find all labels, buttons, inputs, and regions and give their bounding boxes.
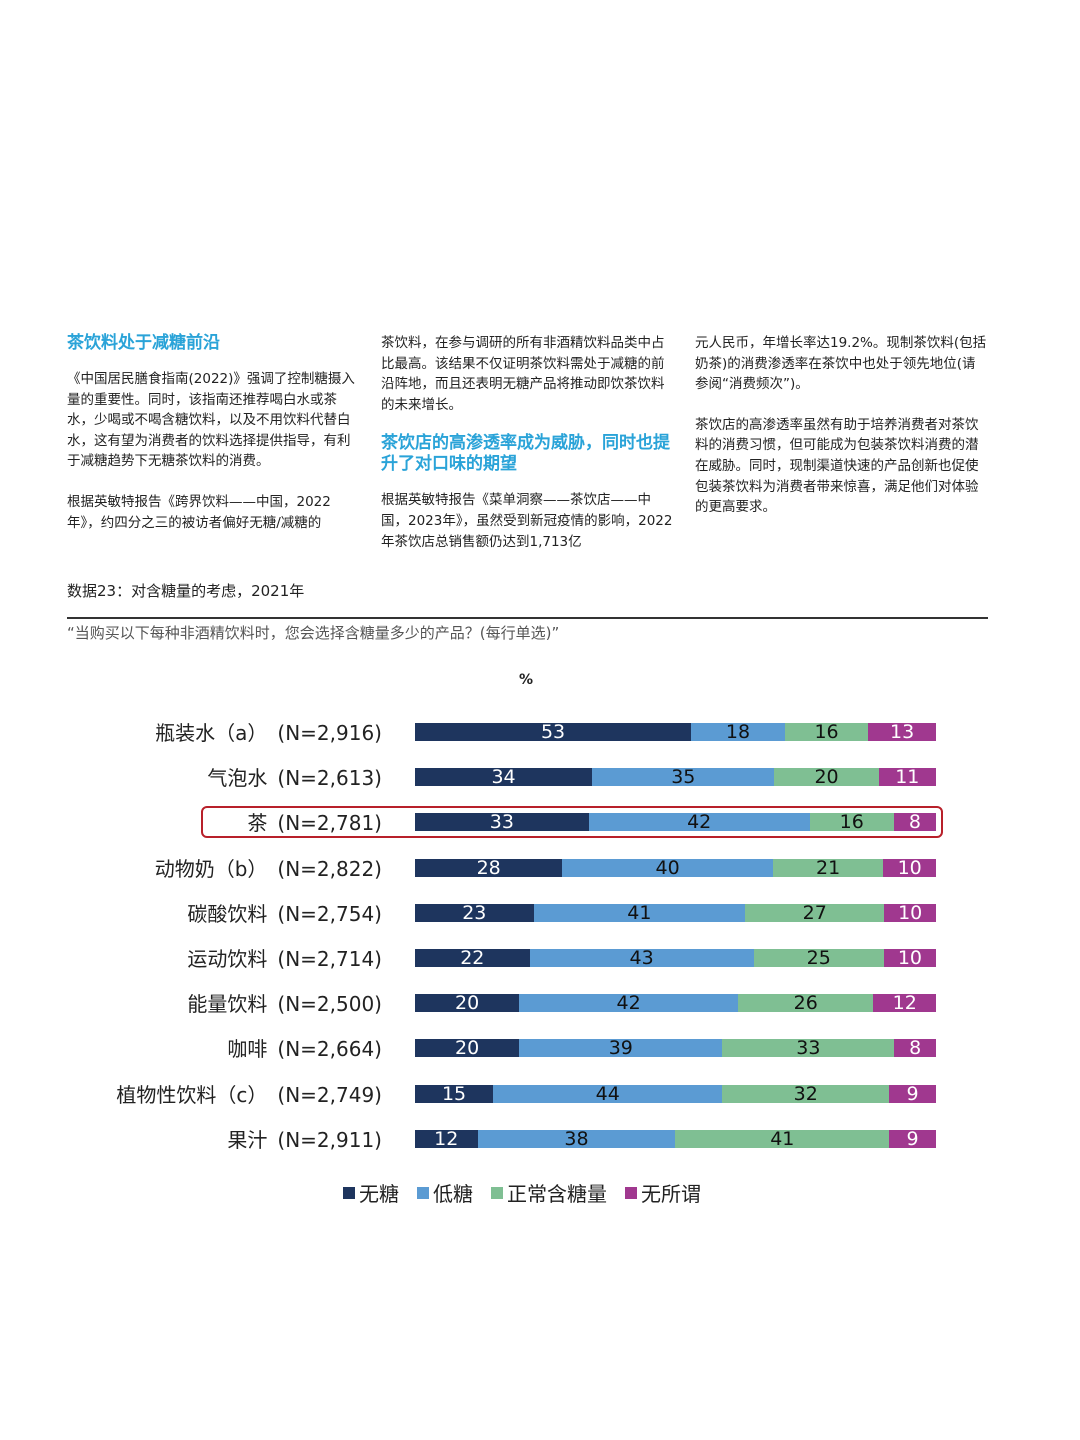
bar-segment: 28 [415, 858, 563, 877]
bar-segment: 12 [873, 994, 936, 1013]
category-label: 茶 (N=2,781) [247, 811, 382, 836]
bar-segment: 39 [519, 1039, 723, 1058]
bar-segment: 22 [415, 949, 530, 967]
bar-segment: 12 [415, 1129, 478, 1148]
legend-item-normal-sugar: 正常含糖量 [491, 1178, 607, 1207]
chart-row: 茶 (N=2,781) 33 42 16 8 [0, 811, 1080, 835]
article-column-3: 元人民币，年增长率达19.2%。现制茶饮料(包括奶茶)的消费渗透率在茶饮中也处于… [695, 333, 987, 518]
bar-segment: 23 [415, 903, 534, 922]
bar-segment: 10 [883, 858, 936, 877]
bar-segment: 43 [529, 949, 754, 967]
article-column-2: 茶饮料，在参与调研的所有非酒精饮料品类中占比最高。该结果不仅证明茶饮料需处于减糖… [381, 333, 673, 552]
bar-segment: 20 [415, 1039, 520, 1058]
bar-segment: 41 [533, 903, 746, 922]
bar-segment: 9 [889, 1129, 936, 1148]
category-label: 植物性饮料（c） (N=2,749) [116, 1082, 382, 1107]
bar-segment: 35 [592, 768, 775, 787]
stacked-bar: 20 42 26 12 [415, 994, 936, 1013]
highlight-box-tea [201, 806, 943, 838]
category-label: 果汁 (N=2,911) [227, 1127, 382, 1152]
section-heading-sugar-reduction: 茶饮料处于减糖前沿 [67, 333, 220, 353]
category-label: 瓶装水（a） (N=2,916) [155, 721, 382, 745]
bar-segment: 10 [884, 903, 936, 922]
paragraph: 茶饮店的高渗透率虽然有助于培养消费者对茶饮料的消费习惯，但可能成为包装茶饮料消费… [695, 416, 979, 516]
legend-swatch-icon [417, 1186, 429, 1199]
figure-title: 数据23：对含糖量的考虑，2021年 [67, 582, 305, 600]
stacked-bar: 22 43 25 10 [415, 949, 936, 967]
chart-row: 咖啡 (N=2,664) 20 39 33 8 [0, 1037, 1080, 1061]
stacked-bar: 15 44 32 9 [415, 1084, 936, 1103]
paragraph: 根据英敏特报告《跨界饮料——中国，2022年》，约四分之三的被访者偏好无糖/减糖… [67, 493, 331, 531]
bar-segment: 34 [415, 768, 593, 787]
chart-row: 气泡水 (N=2,613) 34 35 20 11 [0, 766, 1080, 790]
chart-row: 碳酸饮料 (N=2,754) 23 41 27 10 [0, 902, 1080, 926]
bar-segment: 53 [415, 723, 692, 741]
bar-segment: 41 [675, 1129, 890, 1148]
bar-segment: 20 [415, 994, 520, 1013]
bar-segment: 42 [519, 994, 738, 1013]
bar-segment: 26 [738, 994, 874, 1013]
category-label: 能量饮料 (N=2,500) [187, 992, 382, 1017]
chart-row: 运动饮料 (N=2,714) 22 43 25 10 [0, 947, 1080, 971]
category-label: 气泡水 (N=2,613) [207, 766, 382, 791]
stacked-bar: 33 42 16 8 [415, 813, 936, 832]
legend-item-low-sugar: 低糖 [417, 1178, 473, 1207]
figure-divider [67, 617, 988, 619]
category-label: 动物奶（b） (N=2,822) [154, 856, 382, 881]
bar-segment: 42 [588, 813, 810, 832]
paragraph: 元人民币，年增长率达19.2%。现制茶饮料(包括奶茶)的消费渗透率在茶饮中也处于… [695, 335, 987, 393]
bar-segment: 25 [753, 949, 884, 967]
stacked-bar: 28 40 21 10 [415, 858, 936, 877]
chart-row: 瓶装水（a） (N=2,916) 53 18 16 13 [0, 721, 1080, 745]
chart-legend: 无糖 低糖 正常含糖量 无所谓 [343, 1178, 701, 1207]
paragraph: 根据英敏特报告《菜单洞察——茶饮店——中国，2023年》，虽然受到新冠疫情的影响… [381, 492, 673, 550]
bar-segment: 27 [745, 903, 885, 922]
bar-segment: 32 [722, 1084, 890, 1103]
bar-segment: 16 [784, 723, 869, 741]
bar-segment: 8 [894, 1039, 936, 1058]
bar-segment: 16 [809, 813, 894, 832]
stacked-bar: 20 39 33 8 [415, 1039, 936, 1058]
section-heading-tea-shops: 茶饮店的高渗透率成为威胁，同时也提升了对口味的期望 [381, 433, 670, 475]
paragraph: 《中国居民膳食指南(2022)》强调了控制糖摄入量的重要性。同时，该指南还推荐喝… [67, 371, 355, 470]
chart-row: 果汁 (N=2,911) 12 38 41 9 [0, 1128, 1080, 1152]
legend-swatch-icon [343, 1186, 355, 1199]
bar-segment: 40 [562, 858, 773, 877]
chart-row: 能量饮料 (N=2,500) 20 42 26 12 [0, 992, 1080, 1016]
category-label: 碳酸饮料 (N=2,754) [187, 901, 382, 926]
axis-unit-label: % [519, 672, 534, 688]
category-label: 咖啡 (N=2,664) [227, 1037, 382, 1062]
stacked-bar: 23 41 27 10 [415, 903, 936, 922]
article-column-1: 茶饮料处于减糖前沿 《中国居民膳食指南(2022)》强调了控制糖摄入量的重要性。… [67, 333, 359, 533]
paragraph: 茶饮料，在参与调研的所有非酒精饮料品类中占比最高。该结果不仅证明茶饮料需处于减糖… [381, 335, 665, 413]
bar-segment: 18 [691, 723, 785, 741]
legend-item-no-sugar: 无糖 [343, 1178, 399, 1207]
bar-segment: 44 [493, 1084, 723, 1103]
bar-segment: 11 [878, 768, 936, 787]
bar-segment: 13 [868, 723, 936, 741]
legend-swatch-icon [625, 1186, 637, 1199]
legend-item-no-preference: 无所谓 [625, 1178, 701, 1207]
bar-segment: 8 [893, 813, 936, 832]
bar-segment: 15 [415, 1084, 494, 1103]
stacked-bar: 12 38 41 9 [415, 1129, 936, 1148]
figure-question: “当购买以下每种非酒精饮料时，您会选择含糖量多少的产品？(每行单选)” [67, 624, 560, 642]
bar-segment: 21 [772, 858, 884, 877]
bar-segment: 33 [415, 813, 589, 832]
stacked-bar: 53 18 16 13 [415, 723, 936, 741]
chart-row: 植物性饮料（c） (N=2,749) 15 44 32 9 [0, 1083, 1080, 1107]
bar-segment: 9 [889, 1084, 936, 1103]
bar-segment: 38 [477, 1129, 676, 1148]
legend-swatch-icon [491, 1186, 503, 1199]
stacked-bar: 34 35 20 11 [415, 768, 936, 787]
bar-segment: 10 [883, 949, 936, 967]
bar-segment: 20 [774, 768, 879, 787]
bar-segment: 33 [722, 1039, 895, 1058]
chart-row: 动物奶（b） (N=2,822) 28 40 21 10 [0, 857, 1080, 881]
category-label: 运动饮料 (N=2,714) [187, 947, 382, 971]
